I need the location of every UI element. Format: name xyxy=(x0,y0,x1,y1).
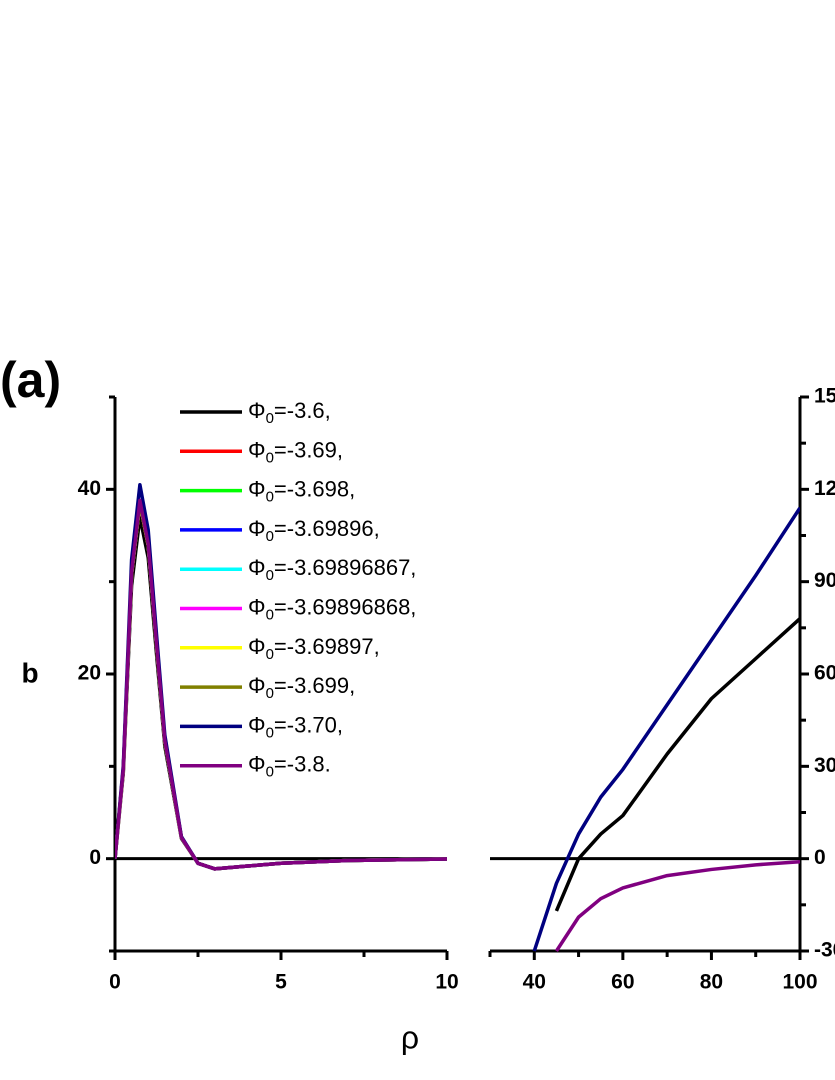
legend-entry: Φ0=-3.69896, xyxy=(248,516,380,545)
panel-label: (a) xyxy=(0,352,61,408)
x-tick-label: 100 xyxy=(782,971,817,994)
series-line xyxy=(115,498,447,871)
series-line xyxy=(554,859,800,952)
legend-entry: Φ0=-3.69896868, xyxy=(248,594,416,623)
x-tick-label: 80 xyxy=(700,971,723,994)
series-line xyxy=(532,506,800,952)
y-tick-label: 40 xyxy=(78,477,101,500)
y-tick-label: 30 xyxy=(814,754,835,777)
y-tick-label: 120 xyxy=(814,477,835,500)
x-tick-label: 0 xyxy=(109,971,121,994)
legend-entry: Φ0=-3.6, xyxy=(248,398,331,427)
y-tick-label: 20 xyxy=(78,662,101,685)
x-tick-label: 10 xyxy=(435,971,458,994)
x-tick-label: 5 xyxy=(275,971,287,994)
y-tick-label: 0 xyxy=(89,846,101,869)
y-label: b xyxy=(21,657,38,688)
legend-entry: Φ0=-3.70, xyxy=(248,712,343,741)
legend-entry: Φ0=-3.8. xyxy=(248,752,331,781)
plot-area xyxy=(115,482,447,871)
y-tick-label: -30 xyxy=(814,939,835,962)
legend-entry: Φ0=-3.698, xyxy=(248,476,355,505)
y-tick-label: 150 xyxy=(814,385,835,408)
y-tick-label: 60 xyxy=(814,662,835,685)
x-tick-label: 60 xyxy=(611,971,634,994)
legend-entry: Φ0=-3.69896867, xyxy=(248,555,416,584)
x-tick-label: 40 xyxy=(523,971,546,994)
y-tick-label: 0 xyxy=(814,846,826,869)
y-tick-label: 90 xyxy=(814,569,835,592)
series-line xyxy=(554,617,800,912)
legend-entry: Φ0=-3.699, xyxy=(248,673,355,702)
legend-entry: Φ0=-3.69, xyxy=(248,437,343,466)
legend-entry: Φ0=-3.69897, xyxy=(248,634,380,663)
x-label: ρ xyxy=(401,1019,419,1055)
plot-area xyxy=(532,506,800,952)
